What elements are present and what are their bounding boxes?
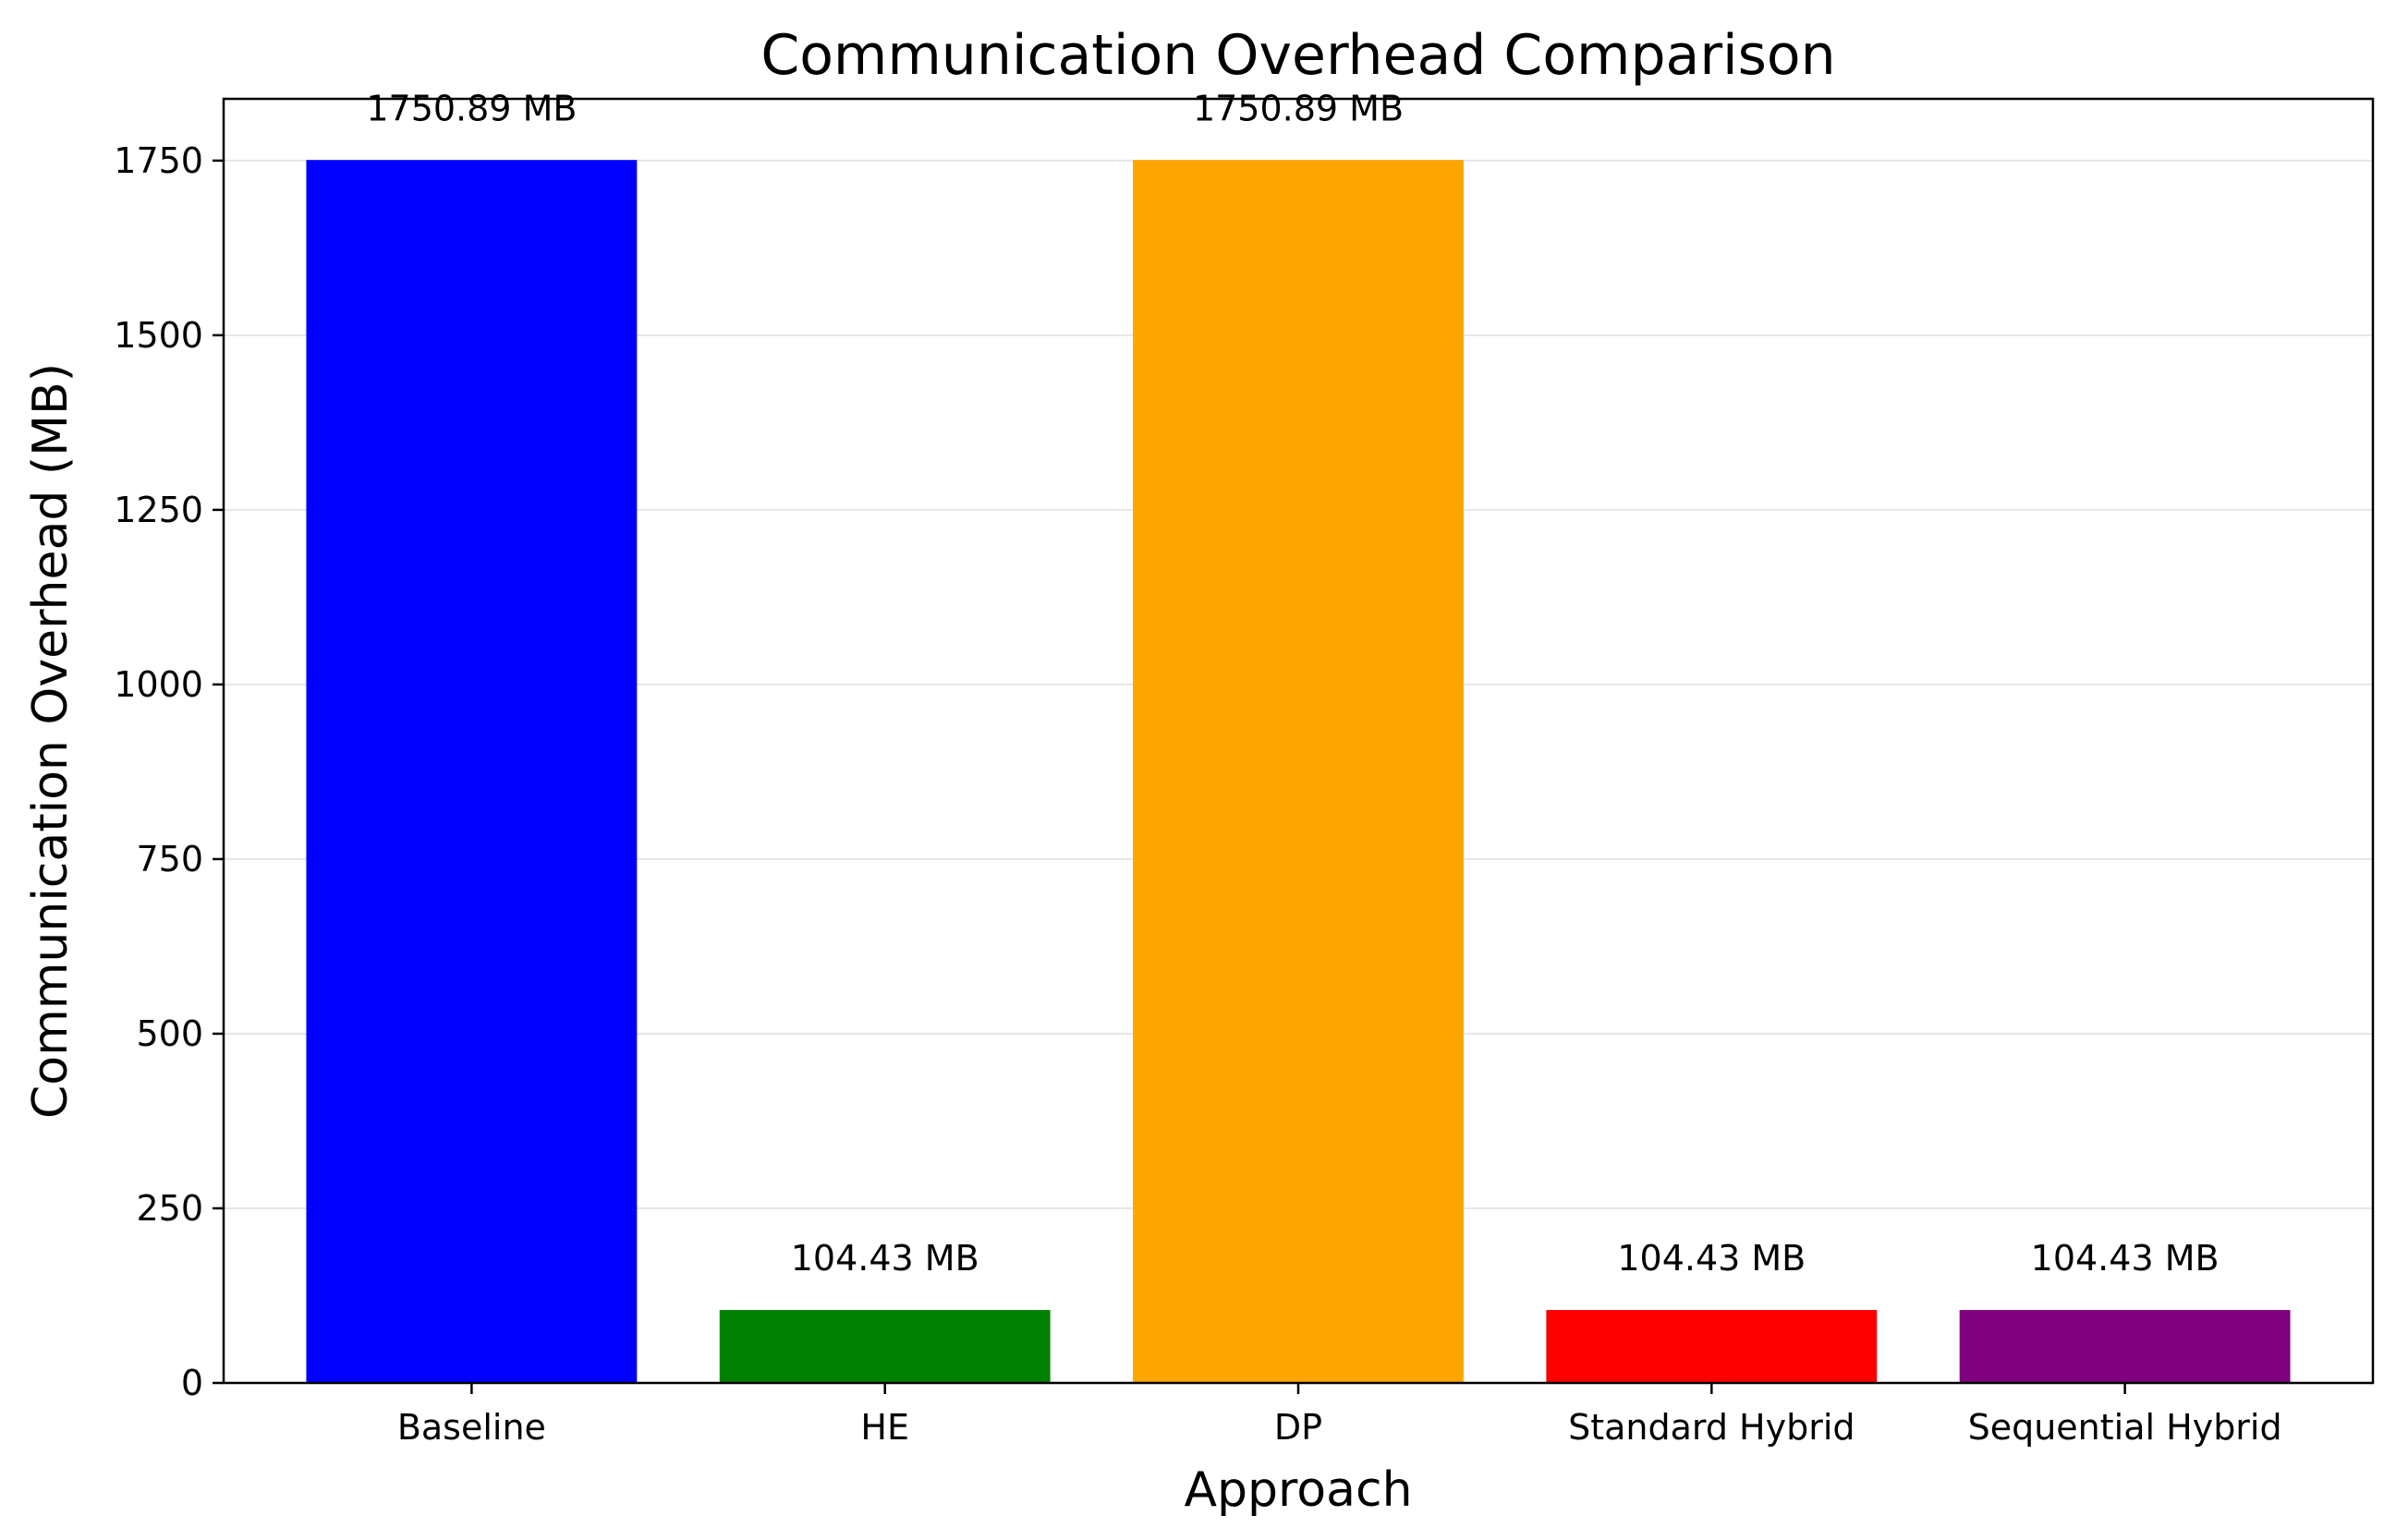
- x-tick-label-sequential-hybrid: Sequential Hybrid: [1968, 1407, 2282, 1448]
- y-axis: 0 250 500 750 1000 1250 1500 1750: [114, 140, 224, 1403]
- chart-title: Communication Overhead Comparison: [760, 23, 1835, 88]
- bar-baseline: [306, 160, 638, 1383]
- data-label-dp: 1750.89 MB: [1193, 88, 1404, 128]
- bars: [306, 160, 2291, 1383]
- y-tick-label: 1000: [114, 664, 203, 705]
- y-tick-label: 1250: [114, 490, 203, 530]
- bar-he: [719, 1310, 1051, 1383]
- y-tick-label: 250: [136, 1188, 203, 1229]
- x-axis: Baseline HE DP Standard Hybrid Sequential Hy…: [397, 1383, 2282, 1448]
- bar-sequential-hybrid: [1959, 1310, 2291, 1383]
- y-axis-label: Communication Overhead (MB): [23, 363, 79, 1119]
- data-label-he: 104.43 MB: [791, 1238, 979, 1279]
- bar-standard-hybrid: [1546, 1310, 1878, 1383]
- x-tick-label-he: HE: [860, 1407, 909, 1448]
- y-tick-label: 0: [181, 1363, 203, 1403]
- x-tick-label-dp: DP: [1274, 1407, 1322, 1448]
- y-tick-label: 1750: [114, 140, 203, 181]
- x-tick-label-standard-hybrid: Standard Hybrid: [1568, 1407, 1855, 1448]
- y-tick-label: 500: [136, 1013, 203, 1054]
- data-labels: 1750.89 MB 104.43 MB 1750.89 MB 104.43 MB 10…: [366, 88, 2219, 1279]
- data-label-sequential-hybrid: 104.43 MB: [2031, 1238, 2220, 1279]
- data-label-baseline: 1750.89 MB: [366, 88, 577, 128]
- y-tick-label: 1500: [114, 315, 203, 356]
- x-axis-label: Approach: [1184, 1462, 1412, 1518]
- y-tick-label: 750: [136, 839, 203, 879]
- data-label-standard-hybrid: 104.43 MB: [1617, 1238, 1806, 1279]
- bar-dp: [1133, 160, 1464, 1383]
- x-tick-label-baseline: Baseline: [397, 1407, 546, 1448]
